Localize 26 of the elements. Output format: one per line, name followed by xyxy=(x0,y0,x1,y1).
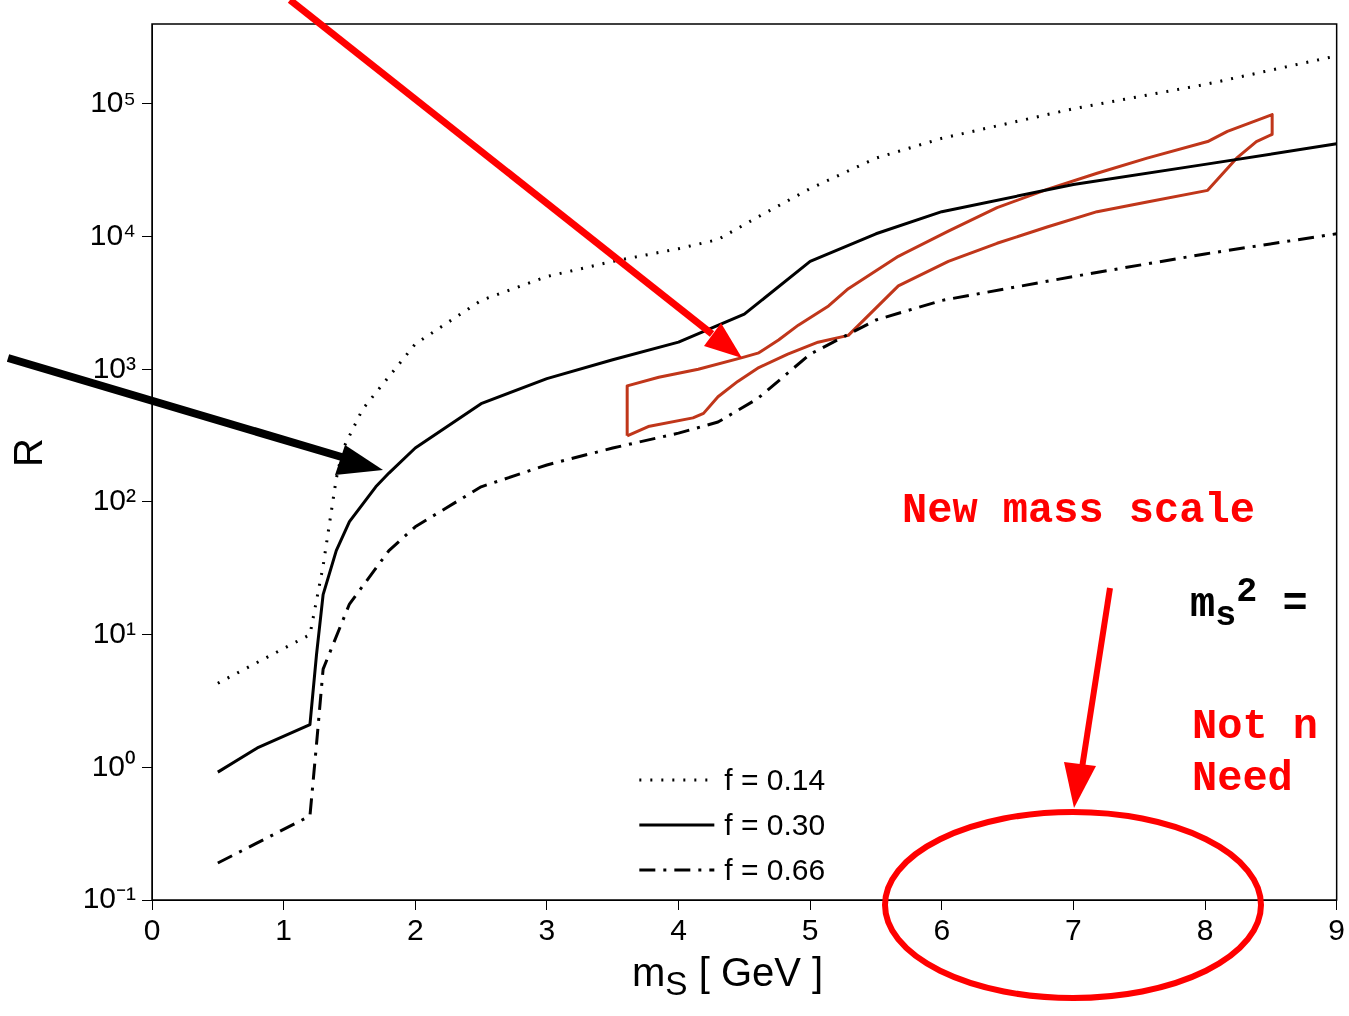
annotation: m$_{s}$$^{2}$ = xyxy=(1190,572,1308,637)
x-tick-label: 6 xyxy=(933,913,951,947)
x-tick-label: 7 xyxy=(1065,913,1082,947)
x-tick-label: 1 xyxy=(275,913,292,947)
x-tick-label: 2 xyxy=(406,913,424,947)
y-tick-label: 10⁵ xyxy=(90,85,136,119)
legend-label: f = 0.14 xyxy=(724,763,826,797)
x-tick-label: 0 xyxy=(143,913,161,947)
x-tick-label: 5 xyxy=(801,913,819,947)
legend-label: f = 0.66 xyxy=(724,853,826,887)
x-tick-label: 8 xyxy=(1196,913,1214,947)
y-tick-label: 10¹ xyxy=(92,615,137,649)
y-axis-title: R xyxy=(5,438,51,467)
x-tick-label: 4 xyxy=(670,913,687,947)
annotation: Not n xyxy=(1192,703,1319,751)
y-tick-label: 10⁰ xyxy=(91,748,136,782)
y-tick-label: 10⁴ xyxy=(89,217,136,251)
x-tick-label: 9 xyxy=(1328,913,1345,947)
x-axis-title: m$_{S}$ [ GeV ] xyxy=(632,950,824,1003)
y-tick-label: 10² xyxy=(92,483,137,517)
y-tick-label: 10³ xyxy=(92,350,137,384)
x-tick-label: 3 xyxy=(538,913,556,947)
legend-label: f = 0.30 xyxy=(724,808,826,842)
annotation: New mass scale xyxy=(902,487,1255,535)
annotation: Need xyxy=(1192,755,1293,803)
y-tick-label: 10⁻¹ xyxy=(82,881,137,915)
